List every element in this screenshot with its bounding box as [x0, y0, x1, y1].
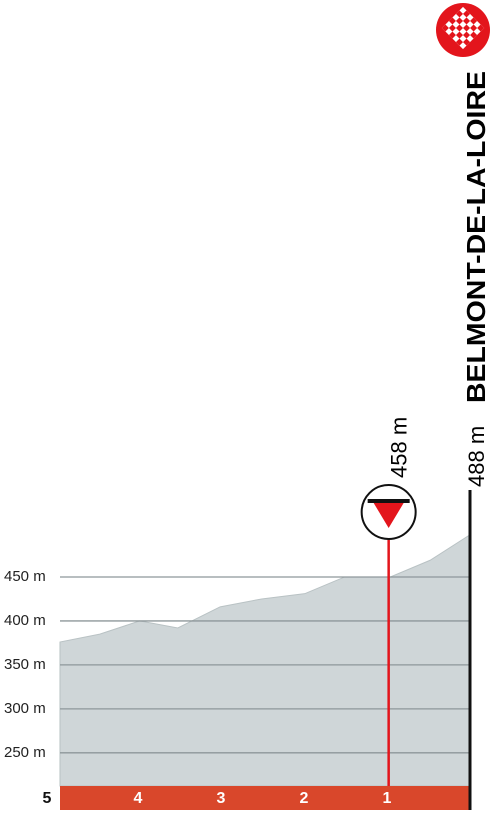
x-tick-label: 4 [134, 790, 143, 807]
finish-name: BELMONT-DE-LA-LOIRE [461, 71, 491, 403]
x-tick-label: 5 [43, 790, 52, 807]
x-tick-label: 2 [300, 790, 309, 807]
summit-icon-triangle [373, 503, 404, 528]
elevation-area [59, 533, 471, 787]
y-tick-label: 350 m [4, 656, 46, 673]
summit-label: 458 m [386, 417, 411, 478]
finish-flag [441, 6, 485, 50]
x-tick-label: 3 [217, 790, 226, 807]
x-tick-label: 1 [383, 790, 392, 807]
y-tick-label: 450 m [4, 568, 46, 585]
y-tick-label: 400 m [4, 612, 46, 629]
y-tick-label: 250 m [4, 744, 46, 761]
y-tick-label: 300 m [4, 700, 46, 717]
finish-elevation: 488 m [464, 426, 489, 487]
distance-bar [60, 786, 470, 810]
